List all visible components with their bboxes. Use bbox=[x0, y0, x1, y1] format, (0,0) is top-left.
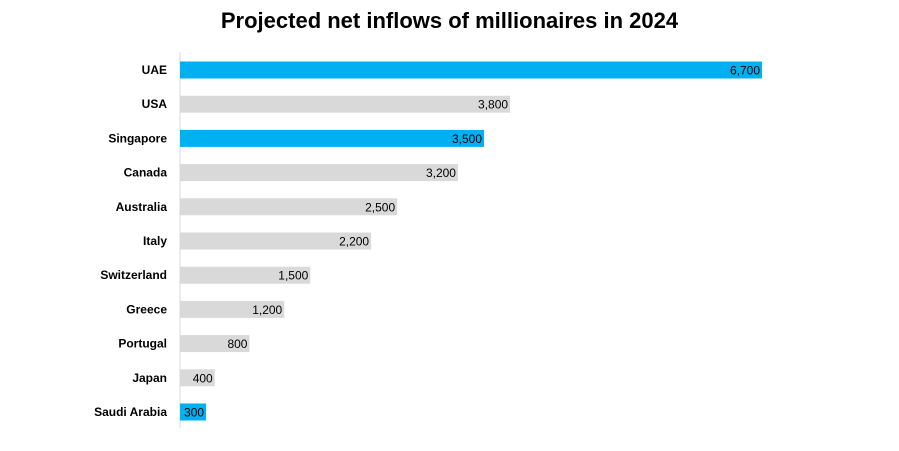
chart-title: Projected net inflows of millionaires in… bbox=[220, 8, 679, 33]
data-label: 3,200 bbox=[426, 166, 456, 180]
bar-singapore bbox=[180, 129, 485, 147]
category-label: Portugal bbox=[118, 337, 167, 351]
category-label: Australia bbox=[116, 200, 168, 214]
bar-greece bbox=[180, 300, 285, 318]
category-label: USA bbox=[142, 97, 168, 111]
bar-japan bbox=[180, 369, 215, 387]
category-label: Italy bbox=[143, 234, 167, 248]
data-label: 400 bbox=[193, 371, 213, 385]
bar-australia bbox=[180, 198, 398, 216]
data-label: 800 bbox=[227, 337, 247, 351]
data-label: 3,500 bbox=[452, 132, 482, 146]
bar-portugal bbox=[180, 335, 250, 353]
bars-group: UAE 6,700 USA 3,800 Singapore 3,500 Canada 3,20… bbox=[94, 61, 762, 421]
data-label: 6,700 bbox=[730, 64, 760, 78]
category-label: Japan bbox=[132, 371, 167, 385]
data-label: 1,500 bbox=[278, 269, 308, 283]
category-label: Canada bbox=[124, 166, 168, 180]
data-label: 300 bbox=[184, 406, 204, 420]
category-label: Saudi Arabia bbox=[94, 405, 167, 419]
bar-canada bbox=[180, 164, 458, 182]
category-label: Switzerland bbox=[100, 268, 167, 282]
data-label: 2,500 bbox=[365, 200, 395, 214]
bar-switzerland bbox=[180, 266, 311, 284]
category-label: Greece bbox=[126, 302, 167, 316]
bar-italy bbox=[180, 232, 372, 250]
data-label: 1,200 bbox=[252, 303, 282, 317]
category-label: Singapore bbox=[108, 131, 167, 145]
data-label: 3,800 bbox=[478, 98, 508, 112]
bar-saudi-arabia bbox=[180, 403, 207, 421]
bar-usa bbox=[180, 95, 511, 113]
bar-uae bbox=[180, 61, 762, 79]
data-label: 2,200 bbox=[339, 235, 369, 249]
category-label: UAE bbox=[142, 63, 167, 77]
